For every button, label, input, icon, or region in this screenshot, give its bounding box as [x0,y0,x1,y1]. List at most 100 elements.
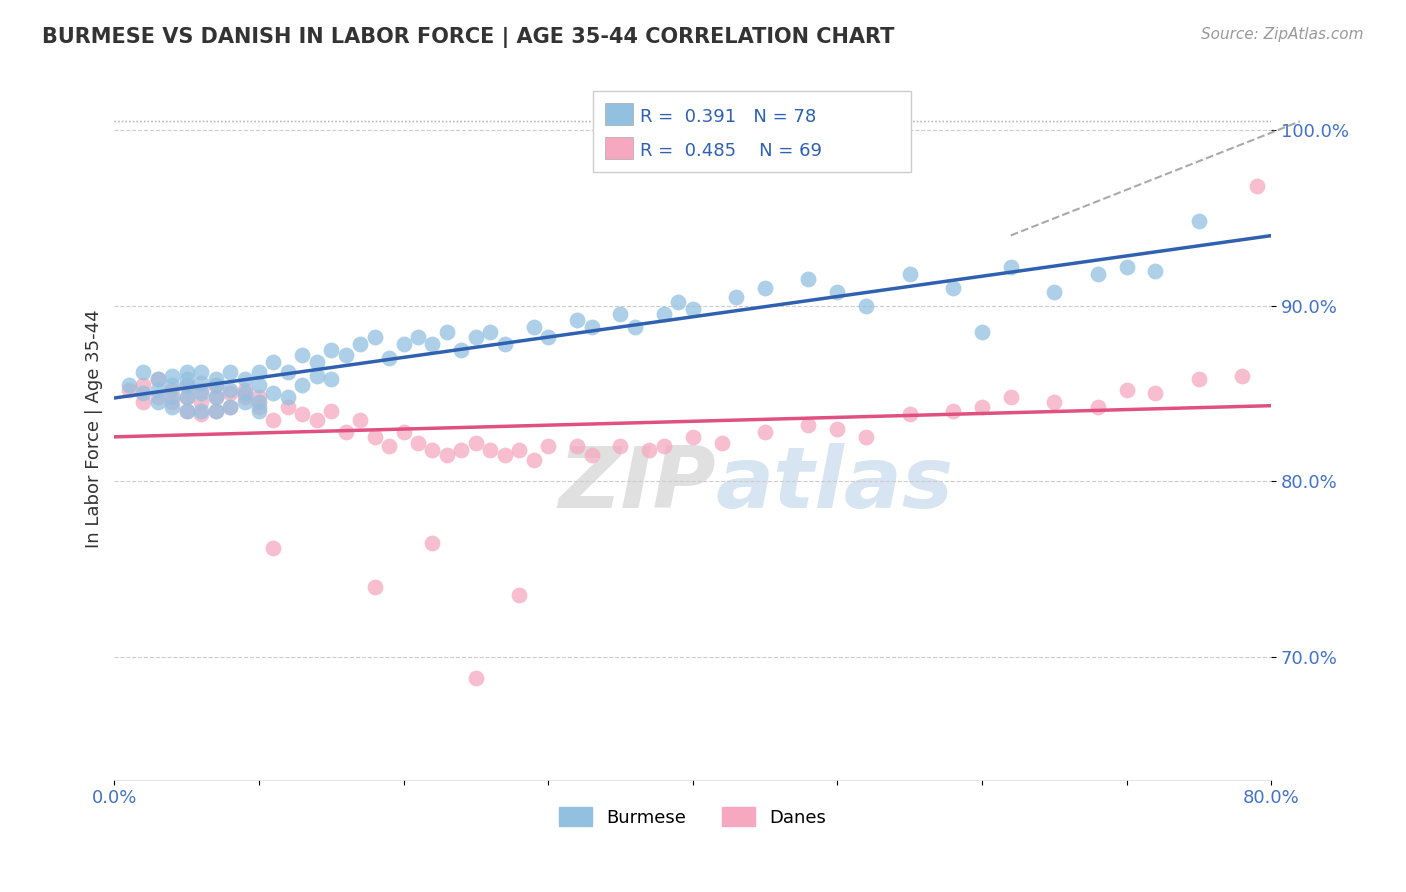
Point [1246,179,1268,194]
Point [219,365,242,379]
Point [321,372,343,386]
Point [1000,260,1022,274]
Point [132,395,155,409]
Point [262,355,284,369]
Point [898,408,921,422]
Point [378,439,401,453]
Point [204,404,226,418]
Point [855,299,877,313]
Point [162,390,184,404]
Point [464,330,486,344]
Point [609,439,631,453]
Point [204,372,226,386]
Point [609,307,631,321]
Point [162,395,184,409]
Point [305,368,328,383]
Point [247,401,270,415]
Point [349,413,371,427]
Point [176,365,198,379]
Point [146,372,169,386]
Point [162,368,184,383]
Point [508,588,530,602]
Point [363,330,385,344]
Point [422,535,444,549]
Point [162,401,184,415]
Point [1144,386,1167,401]
Point [118,377,141,392]
Point [1043,395,1066,409]
Point [219,386,242,401]
Point [464,435,486,450]
Point [682,302,704,317]
Point [652,307,675,321]
Point [247,395,270,409]
Point [523,453,546,467]
Point [970,401,993,415]
Point [277,390,299,404]
Point [190,365,212,379]
Point [176,404,198,418]
Point [754,425,776,439]
Point [176,390,198,404]
Text: R =  0.485    N = 69: R = 0.485 N = 69 [640,142,821,160]
Point [305,355,328,369]
Point [378,351,401,366]
Point [247,365,270,379]
Point [118,383,141,397]
Point [406,330,429,344]
Point [204,377,226,392]
Point [666,295,689,310]
Point [176,379,198,393]
Point [291,377,314,392]
Point [494,448,516,462]
Point [624,319,647,334]
Point [855,430,877,444]
Point [406,435,429,450]
Point [190,376,212,390]
Point [132,386,155,401]
Point [1043,285,1066,299]
Point [436,325,458,339]
Point [204,404,226,418]
Point [277,401,299,415]
Point [247,390,270,404]
Point [262,386,284,401]
Text: ZIP: ZIP [558,443,716,526]
Point [537,330,560,344]
Point [176,377,198,392]
Point [176,404,198,418]
Point [233,383,256,397]
Point [363,580,385,594]
Point [190,404,212,418]
Point [1188,372,1211,386]
Point [146,383,169,397]
Point [436,448,458,462]
Point [565,312,588,326]
Text: Source: ZipAtlas.com: Source: ZipAtlas.com [1201,27,1364,42]
Point [233,386,256,401]
Point [190,383,212,397]
Point [464,671,486,685]
Point [479,325,502,339]
Point [1000,390,1022,404]
Point [335,425,357,439]
Point [942,404,965,418]
Point [233,395,256,409]
Point [262,413,284,427]
Point [219,401,242,415]
Point [797,272,820,286]
Point [479,442,502,457]
Point [682,430,704,444]
Point [146,390,169,404]
Point [450,442,472,457]
Point [176,390,198,404]
Point [219,401,242,415]
Point [1115,383,1137,397]
Point [146,395,169,409]
Point [321,343,343,357]
Point [176,372,198,386]
Point [392,425,415,439]
Point [233,390,256,404]
Point [146,372,169,386]
Point [233,372,256,386]
